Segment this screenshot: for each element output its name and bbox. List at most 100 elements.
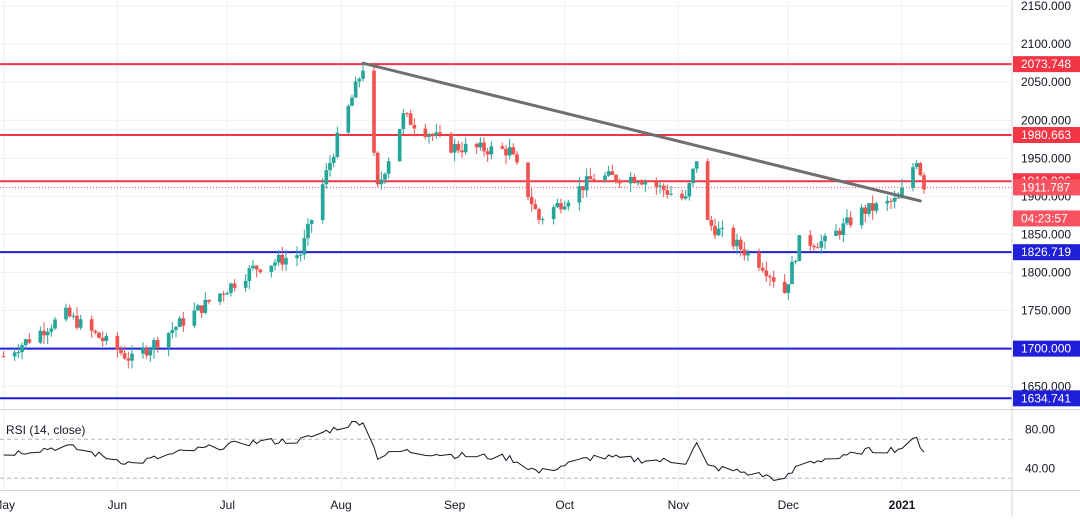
candle-body (529, 197, 534, 205)
rsi-indicator-label[interactable]: RSI (14, close) (6, 423, 86, 437)
candle (192, 302, 197, 328)
candle-body (632, 176, 637, 183)
rsi-pane (0, 421, 1012, 482)
candle (504, 145, 508, 164)
candle (27, 333, 32, 345)
level-price-tag-bg (1013, 244, 1080, 261)
candle (155, 336, 160, 353)
candle (251, 259, 255, 271)
candle (793, 259, 798, 265)
candle (152, 337, 156, 359)
candle-body (328, 162, 332, 171)
price-labels: 2073.7481980.6631919.9261826.7191700.000… (1013, 56, 1080, 407)
candle (786, 284, 791, 300)
candle (16, 344, 21, 358)
candle (669, 185, 673, 196)
candle (42, 322, 46, 345)
candle (423, 123, 428, 140)
candle (694, 161, 699, 173)
candle-body (126, 358, 131, 361)
candle (115, 332, 120, 358)
time-axis-label: Dec (778, 498, 799, 512)
level-price-tag-bg (1013, 56, 1080, 73)
candle-body (511, 147, 516, 155)
candle (874, 201, 879, 214)
candle (427, 132, 431, 144)
time-axis-label: Jul (220, 498, 235, 512)
candle (170, 321, 175, 339)
rsi-tick-label: 80.00 (1025, 423, 1055, 437)
candle (20, 342, 24, 360)
grid (0, 0, 1012, 490)
candle-body (683, 196, 688, 199)
candle-body (276, 254, 281, 263)
candle-body (379, 179, 384, 185)
candle (683, 190, 688, 201)
candle-body (669, 193, 673, 195)
level-price-tag-text: 1826.719 (1021, 245, 1071, 259)
candle-body (790, 261, 794, 285)
candle (478, 136, 483, 151)
candle-body (320, 184, 325, 221)
candle-body (64, 307, 68, 320)
candle (658, 182, 662, 194)
candle (867, 203, 871, 217)
candle-body (584, 176, 589, 191)
candle-body (335, 132, 340, 157)
candle (78, 314, 83, 330)
price-tick-label: 1750.000 (1021, 304, 1071, 318)
trendline-layer[interactable] (361, 61, 922, 203)
candle (276, 250, 281, 267)
candle-body (900, 187, 904, 198)
candle-body (540, 219, 545, 221)
time-axis-label: Oct (555, 498, 574, 512)
candle (540, 216, 545, 225)
candle-body (456, 144, 461, 151)
last-price-tag-bg (1013, 179, 1080, 196)
candle-body (16, 352, 21, 354)
candle-body (716, 228, 721, 236)
candle-body (174, 326, 178, 330)
candle (848, 211, 853, 228)
candle-body (196, 305, 200, 311)
candle-body (562, 206, 567, 210)
candle (148, 346, 153, 362)
level-price-tag-text: 1634.741 (1021, 391, 1071, 405)
candle-body (911, 167, 915, 188)
candle (430, 132, 435, 142)
candle (500, 142, 505, 150)
horizontal-levels[interactable] (0, 63, 1012, 400)
candle-body (797, 235, 802, 262)
candle (819, 234, 824, 254)
candle (397, 128, 402, 162)
last-price-tag: 1911.787 (1013, 179, 1080, 196)
candle (335, 126, 340, 159)
candle (203, 292, 208, 315)
trendline[interactable] (361, 61, 922, 203)
candle (661, 183, 666, 198)
candle-body (170, 329, 175, 333)
candle-body (628, 176, 633, 184)
time-axis-label: 2021 (889, 498, 916, 512)
candle (361, 63, 365, 82)
candle (438, 124, 442, 138)
candle (456, 140, 461, 154)
candle (463, 137, 468, 155)
candle (207, 299, 211, 305)
candle (603, 172, 607, 183)
candle (885, 195, 890, 211)
candle-body (67, 307, 72, 317)
candle (269, 265, 274, 278)
candle (357, 77, 362, 88)
candle-body (12, 352, 17, 357)
candle (100, 331, 105, 347)
candle (691, 168, 695, 187)
candle-body (119, 349, 123, 354)
candle-body (914, 163, 919, 168)
candle-body (837, 230, 842, 235)
candle (918, 161, 923, 177)
candle-body (251, 265, 255, 269)
candle-body (115, 336, 120, 350)
